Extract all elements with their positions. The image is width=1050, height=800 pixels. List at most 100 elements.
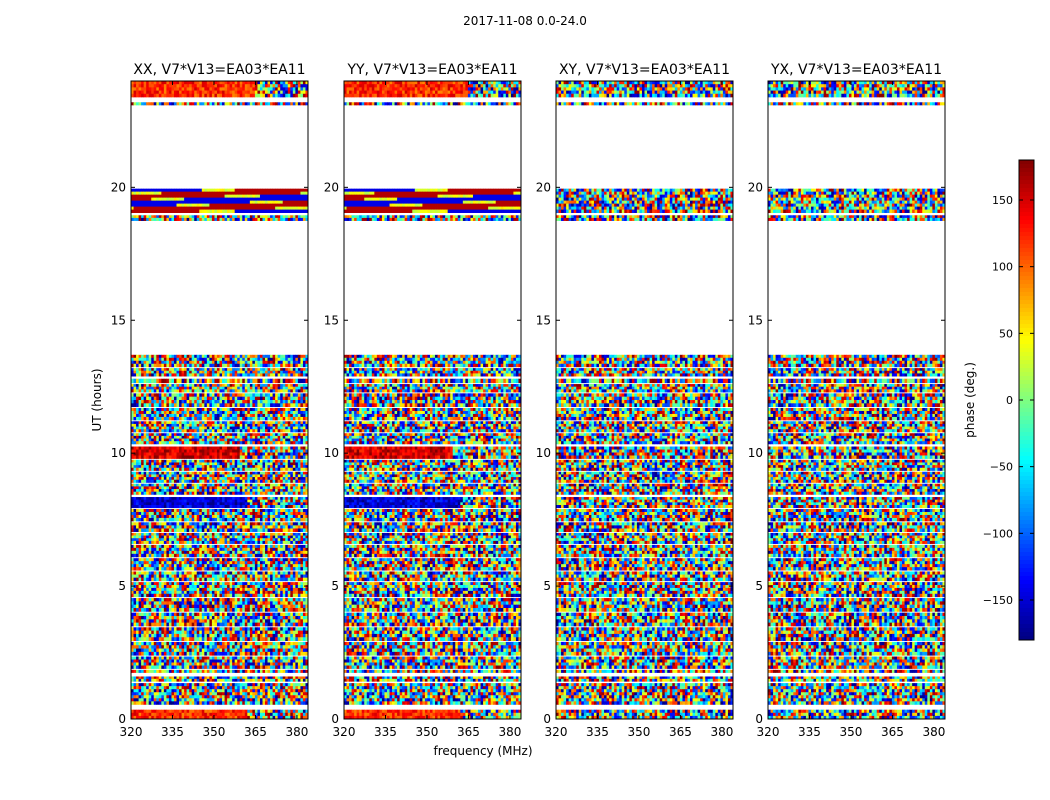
phase-cell [194,471,198,475]
phase-cell [199,528,203,532]
phase-cell [219,686,223,690]
phase-cell [247,641,251,646]
phase-cell [194,558,198,562]
phase-cell [265,477,268,481]
phase-cell [252,630,256,635]
phase-cell [196,619,200,624]
phase-cell [138,550,142,555]
phase-cell [161,669,165,673]
phase-cell [191,514,195,519]
phase-cell [224,497,228,501]
phase-cell [239,608,243,612]
phase-cell [189,709,193,714]
phase-cell [275,590,279,595]
phase-cell [138,593,142,598]
phase-cell [216,633,220,638]
phase-cell [161,517,165,522]
phase-cell [146,571,150,575]
phase-cell [229,601,233,606]
phase-cell [267,499,271,503]
phase-cell [252,564,256,568]
phase-cell [196,532,200,536]
phase-cell [171,689,175,693]
phase-cell [146,689,150,693]
phase-cell [163,648,167,653]
phase-cell [232,471,236,475]
phase-cell [206,630,210,635]
phase-cell [305,547,308,552]
phase-cell [143,497,147,501]
phase-cell [229,627,233,632]
phase-cell [191,712,195,717]
phase-cell [287,695,291,699]
phase-cell [194,489,198,493]
phase-cell [252,641,256,646]
phase-cell [252,698,256,702]
phase-cell [290,648,294,653]
phase-cell [166,544,170,549]
phase-cell [199,502,203,506]
phase-cell [285,525,289,529]
phase-cell [272,676,276,680]
phase-cell [224,637,228,641]
phase-cell [201,564,205,568]
phase-cell [171,709,175,714]
phase-cell [254,659,258,663]
phase-cell [158,698,162,702]
phase-cell [141,547,145,552]
phase-cell [194,665,198,669]
phase-cell [229,511,233,516]
phase-cell [179,514,182,519]
phase-cell [214,608,218,612]
phase-cell [242,683,246,687]
phase-cell [168,479,172,483]
phase-cell [181,645,185,649]
phase-cell [179,712,182,717]
phase-cell [232,593,236,598]
phase-cell [214,517,218,522]
phase-cell [168,692,172,696]
phase-cell [297,622,301,627]
phase-cell [275,665,279,669]
phase-cell [249,511,253,516]
phase-cell [146,502,150,506]
phase-cell [184,511,188,516]
phase-cell [166,676,170,680]
phase-cell [204,477,208,481]
phase-cell [158,499,162,503]
phase-cell [184,651,188,656]
phase-cell [153,608,157,612]
phase-cell [295,627,299,632]
phase-cell [211,709,215,714]
phase-cell [292,550,296,555]
phase-cell [302,662,306,666]
phase-cell [277,604,281,609]
phase-cell [146,676,150,680]
phase-cell [297,558,301,562]
phase-cell [156,477,160,481]
phase-cell [161,497,165,501]
phase-cell [199,538,203,542]
phase-cell [265,683,268,687]
phase-cell [234,538,238,542]
phase-cell [158,517,162,522]
phase-cell [176,574,180,579]
phase-cell [131,715,134,719]
phase-cell [285,553,289,558]
phase-cell [254,645,258,649]
phase-cell [232,553,236,558]
phase-cell [201,608,205,612]
phase-cell [300,511,304,516]
phase-cell [156,692,160,696]
phase-cell [151,517,155,522]
phase-cell [206,547,210,552]
phase-cell [252,577,256,582]
phase-cell [204,669,208,673]
phase-cell [168,593,172,598]
phase-cell [171,486,175,490]
phase-cell [148,698,152,702]
phase-cell [176,505,180,509]
phase-cell [282,701,286,705]
phase-cell [211,598,215,602]
